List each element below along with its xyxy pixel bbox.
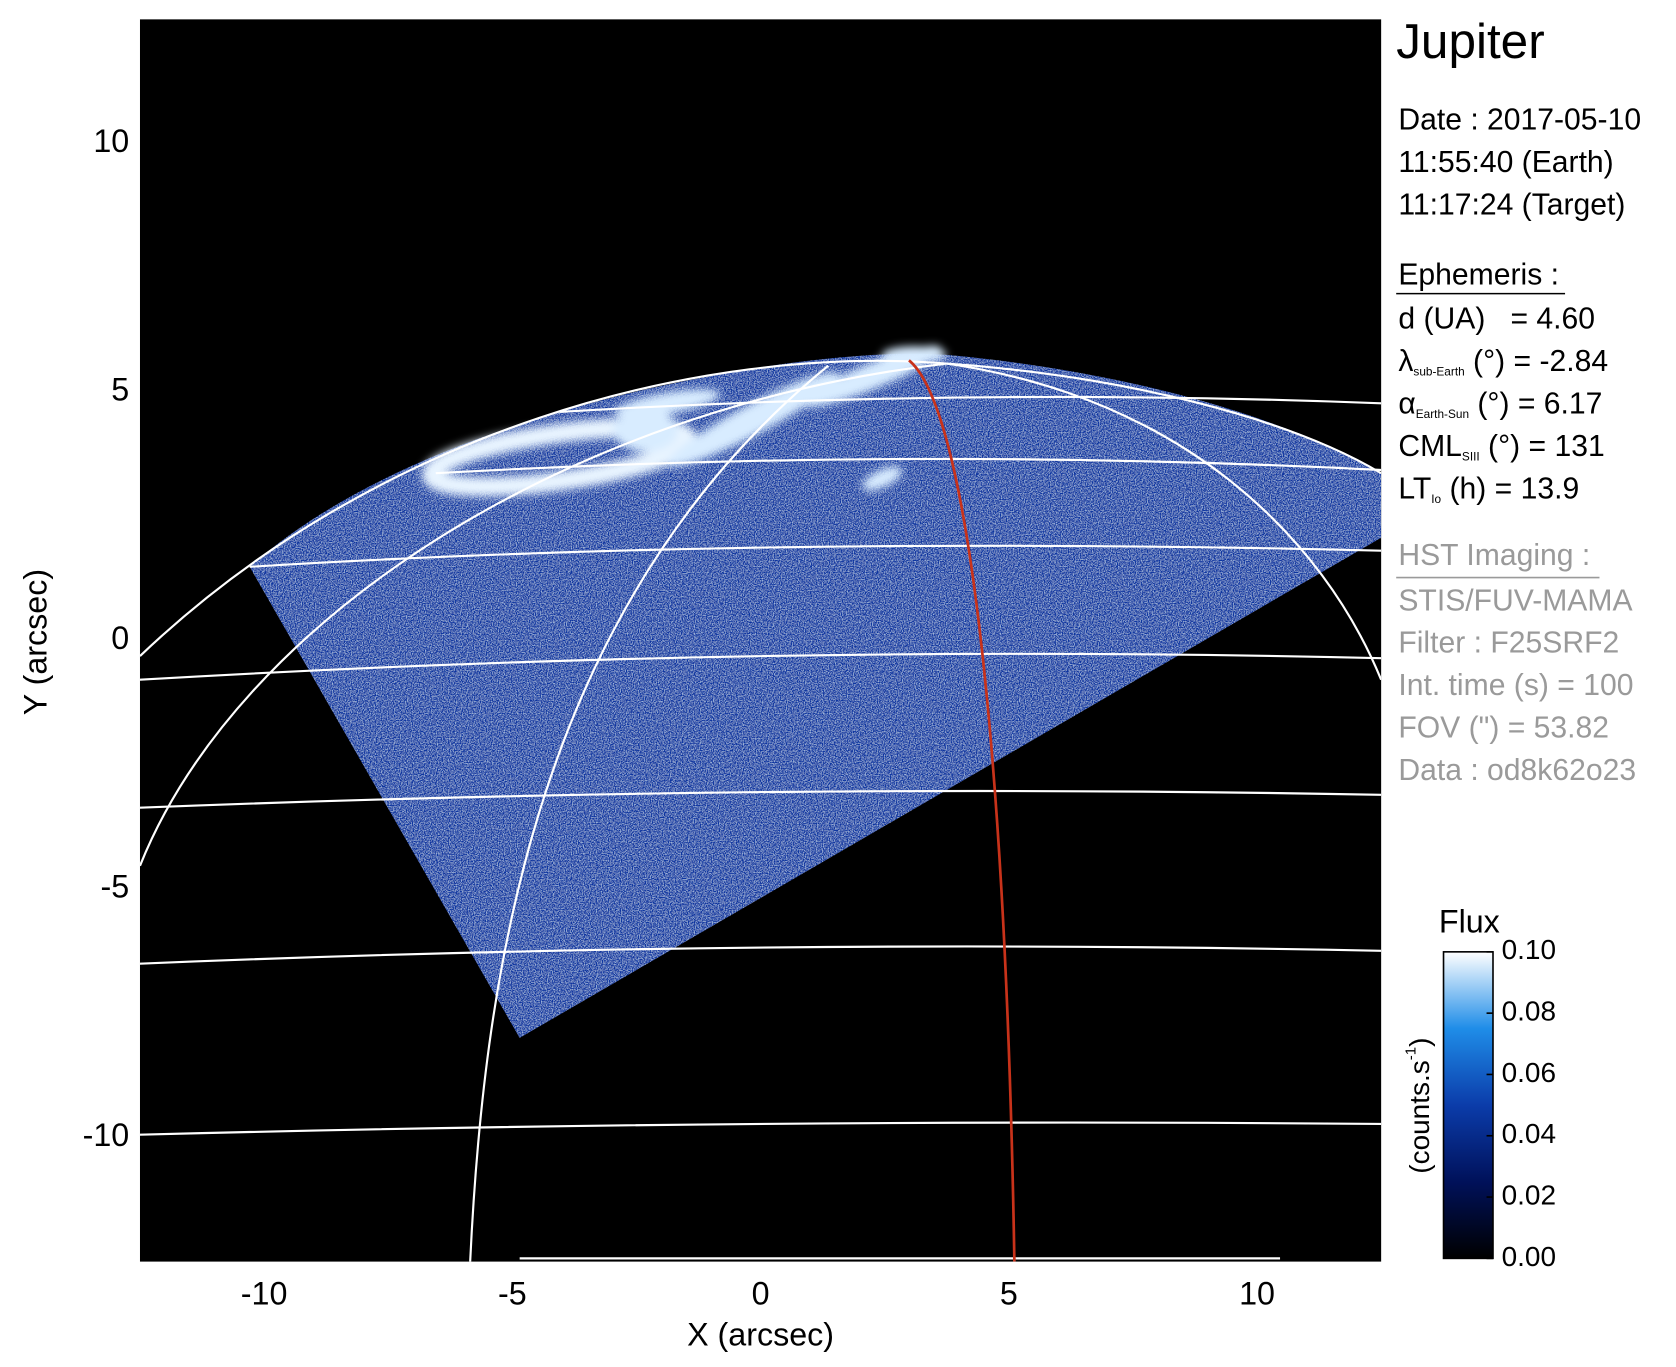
colorbar-tick-label: 0.10 <box>1502 934 1556 965</box>
imaging-line: FOV (") = 53.82 <box>1398 712 1609 745</box>
x-tick-label: 0 <box>752 1276 770 1312</box>
ephemeris-line: CMLSIII (°) = 131 <box>1398 430 1604 464</box>
ephemeris-line: LTIo (h) = 13.9 <box>1398 472 1579 506</box>
ephemeris-symbol: LT <box>1398 472 1431 505</box>
ephemeris-subscript: Earth-Sun <box>1416 407 1469 421</box>
imaging-line: STIS/FUV-MAMA <box>1398 584 1633 617</box>
x-tick-label: -10 <box>241 1276 288 1312</box>
ephemeris-value: (°) = 6.17 <box>1469 387 1602 420</box>
chart-title: Jupiter <box>1396 14 1544 69</box>
ephemeris-symbol: CML <box>1398 430 1462 463</box>
ephemeris-value: (°) = -2.84 <box>1465 345 1608 378</box>
colorbar-tick-label: 0.06 <box>1502 1057 1556 1088</box>
colorbar-tick-label: 0.00 <box>1502 1241 1556 1272</box>
y-tick-label: -10 <box>83 1117 130 1153</box>
ephemeris-symbol: λ <box>1398 345 1413 378</box>
imaging-title: HST Imaging : <box>1398 539 1590 572</box>
x-tick-label: 10 <box>1239 1276 1275 1312</box>
ephemeris-line: αEarth-Sun (°) = 6.17 <box>1398 387 1602 421</box>
detector-field <box>249 353 1382 1038</box>
ephemeris-symbol: d (UA) <box>1398 302 1485 335</box>
y-tick-label: 10 <box>93 123 129 159</box>
colorbar-tick-label: 0.08 <box>1502 996 1556 1027</box>
colorbar-units-part: -1 <box>1402 1047 1419 1060</box>
colorbar-units-part: ) <box>1404 1038 1435 1047</box>
y-tick-label: 0 <box>111 620 129 656</box>
colorbar-tick-label: 0.02 <box>1502 1179 1556 1210</box>
observation-line: Date : 2017-05-10 <box>1398 103 1641 136</box>
observation-line: 11:55:40 (Earth) <box>1398 146 1613 179</box>
imaging-line: Data : od8k62o23 <box>1398 754 1636 787</box>
colorbar-title: Flux <box>1439 903 1500 939</box>
ephemeris-value: = 4.60 <box>1485 302 1595 335</box>
colorbar-units: (counts.s-1) <box>1402 1038 1435 1174</box>
ephemeris-subscript: Io <box>1431 492 1441 506</box>
x-tick-label: 5 <box>1000 1276 1018 1312</box>
ephemeris-subscript: SIII <box>1462 450 1480 464</box>
ephemeris-line: d (UA) = 4.60 <box>1398 302 1595 335</box>
ephemeris-line: λsub-Earth (°) = -2.84 <box>1398 345 1608 379</box>
coordinate-grid <box>139 359 1382 1262</box>
observation-line: 11:17:24 (Target) <box>1398 188 1625 221</box>
ephemeris-subscript: sub-Earth <box>1413 365 1464 379</box>
colorbar-units-part: (counts.s <box>1404 1060 1435 1173</box>
ephemeris-value: (°) = 131 <box>1480 430 1605 463</box>
imaging-line: Int. time (s) = 100 <box>1398 669 1633 702</box>
y-axis-label: Y (arcsec) <box>17 569 53 715</box>
ephemeris-title: Ephemeris : <box>1398 258 1559 291</box>
colorbar-tick-label: 0.04 <box>1502 1118 1556 1149</box>
x-tick-label: -5 <box>498 1276 527 1312</box>
colorbar <box>1442 951 1494 1260</box>
io-footprint-line <box>908 359 1016 1262</box>
ephemeris-value: (h) = 13.9 <box>1441 472 1579 505</box>
ephemeris-symbol: α <box>1398 387 1415 420</box>
image-layer <box>139 345 1382 1262</box>
imaging-line: Filter : F25SRF2 <box>1398 627 1619 660</box>
y-tick-label: -5 <box>101 868 130 904</box>
y-tick-label: 5 <box>111 372 129 408</box>
x-axis-label: X (arcsec) <box>687 1316 834 1352</box>
